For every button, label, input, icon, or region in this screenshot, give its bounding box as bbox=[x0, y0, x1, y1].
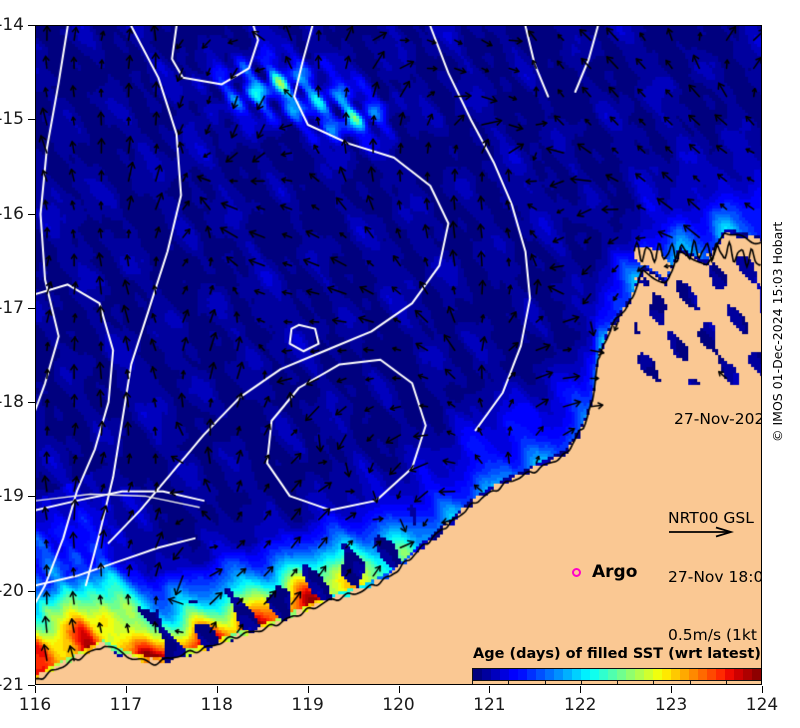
colorbar-swatch bbox=[635, 669, 644, 680]
colorbar-swatch bbox=[500, 669, 509, 680]
colorbar-swatch bbox=[536, 669, 545, 680]
x-axis-tick-label-119: 119 bbox=[291, 695, 324, 715]
colorbar-swatch bbox=[653, 669, 662, 680]
map-plot-area[interactable]: 27-Nov-2024 04Z NRT00 GSL 27-Nov 18:00Z … bbox=[35, 25, 762, 685]
colorbar-swatch bbox=[725, 669, 734, 680]
colorbar-title: Age (days) of filled SST (wrt latest) bbox=[473, 646, 761, 662]
argo-float-marker-icon[interactable] bbox=[572, 568, 581, 577]
colorbar-swatch bbox=[644, 669, 653, 680]
colorbar-swatch bbox=[473, 669, 482, 680]
x-axis-tick bbox=[216, 686, 218, 693]
y-axis-tick-label-neg19: -19 bbox=[0, 486, 24, 507]
y-axis-tick-label-neg20: -20 bbox=[0, 580, 24, 601]
x-axis-tick-label-121: 121 bbox=[473, 695, 506, 715]
y-axis-tick-label-neg21: -21 bbox=[0, 675, 24, 695]
x-axis-tick bbox=[580, 686, 582, 693]
velocity-scale-arrow-icon bbox=[669, 526, 734, 538]
colorbar-swatch bbox=[554, 669, 563, 680]
colorbar-swatch bbox=[626, 669, 635, 680]
x-axis-tick bbox=[125, 686, 127, 693]
colorbar-swatch bbox=[716, 669, 725, 680]
colorbar-swatch bbox=[743, 669, 752, 680]
x-axis-tick bbox=[762, 686, 763, 693]
colorbar-swatch bbox=[617, 669, 626, 680]
colorbar-swatch bbox=[509, 669, 518, 680]
y-axis-tick bbox=[28, 213, 35, 215]
y-axis-tick bbox=[28, 119, 35, 121]
colorbar-swatch bbox=[572, 669, 581, 680]
colorbar-swatch bbox=[608, 669, 617, 680]
colorbar-swatch bbox=[671, 669, 680, 680]
colorbar-swatch bbox=[518, 669, 527, 680]
x-axis-tick bbox=[307, 686, 309, 693]
sst-age-raster bbox=[36, 26, 761, 684]
bathymetry-contour-legend: 200m 1000m bbox=[258, 664, 318, 684]
velocity-time-label: 27-Nov 18:00Z bbox=[668, 567, 761, 586]
colorbar-swatch bbox=[752, 669, 761, 680]
y-axis-tick-label-neg18: -18 bbox=[0, 392, 24, 413]
x-axis-tick-label-120: 120 bbox=[382, 695, 415, 715]
colorbar-swatch bbox=[527, 669, 536, 680]
y-axis-tick bbox=[28, 307, 35, 309]
y-axis-tick bbox=[28, 590, 35, 592]
argo-legend-label: Argo bbox=[592, 562, 638, 582]
colorbar-tick bbox=[580, 681, 582, 684]
colorbar-tick bbox=[653, 681, 655, 684]
observation-date-label: 27-Nov-2024 04Z bbox=[674, 410, 761, 428]
y-axis-tick bbox=[28, 25, 35, 26]
velocity-magnitude-label: 0.5m/s (1kt 24h) bbox=[668, 626, 757, 644]
colorbar-swatch bbox=[545, 669, 554, 680]
colorbar-swatch bbox=[707, 669, 716, 680]
copyright-label: © IMOS 01-Dec-2024 15:03 Hobart bbox=[770, 221, 785, 442]
x-axis-tick-label-116: 116 bbox=[18, 695, 52, 715]
x-axis-tick-label-117: 117 bbox=[109, 695, 143, 715]
colorbar-swatch bbox=[482, 669, 491, 680]
y-axis-tick bbox=[28, 496, 35, 498]
y-axis-tick bbox=[28, 685, 35, 686]
x-axis-tick bbox=[35, 686, 36, 693]
x-axis-tick-label-123: 123 bbox=[654, 695, 688, 715]
y-axis-tick bbox=[28, 402, 35, 404]
velocity-source-label: NRT00 GSL bbox=[668, 509, 754, 527]
x-axis-tick-label-124: 124 bbox=[745, 695, 779, 715]
colorbar-tick bbox=[472, 681, 473, 684]
colorbar-swatch bbox=[662, 669, 671, 680]
colorbar-tick bbox=[508, 681, 510, 684]
colorbar-tick bbox=[725, 681, 727, 684]
colorbar-swatch bbox=[734, 669, 743, 680]
x-axis-tick bbox=[398, 686, 400, 693]
colorbar-swatch bbox=[563, 669, 572, 680]
colorbar-gradient bbox=[472, 668, 761, 681]
velocity-legend-label: NRT00 GSL 27-Nov 18:00Z 0.5m/s (1kt 24h) bbox=[668, 470, 761, 684]
x-axis-tick bbox=[489, 686, 491, 693]
colorbar-swatch bbox=[689, 669, 698, 680]
x-axis-tick bbox=[671, 686, 673, 693]
x-axis-tick-label-122: 122 bbox=[564, 695, 597, 715]
colorbar-tick bbox=[544, 681, 546, 684]
x-axis-tick-label-118: 118 bbox=[200, 695, 233, 715]
colorbar-tick bbox=[617, 681, 618, 684]
colorbar-swatch bbox=[599, 669, 608, 680]
y-axis-tick-label-neg17: -17 bbox=[0, 297, 24, 318]
colorbar-swatch bbox=[590, 669, 599, 680]
colorbar-swatch bbox=[581, 669, 590, 680]
colorbar-legend: Age (days) of filled SST (wrt latest) 00… bbox=[466, 646, 761, 684]
y-axis-tick-label-neg16: -16 bbox=[0, 203, 24, 224]
y-axis-tick-label-neg14: -14 bbox=[0, 15, 24, 35]
colorbar-swatch bbox=[680, 669, 689, 680]
colorbar-tick bbox=[689, 681, 691, 684]
colorbar-swatch bbox=[491, 669, 500, 680]
colorbar-swatch bbox=[698, 669, 707, 680]
y-axis-tick-label-neg15: -15 bbox=[0, 109, 24, 130]
